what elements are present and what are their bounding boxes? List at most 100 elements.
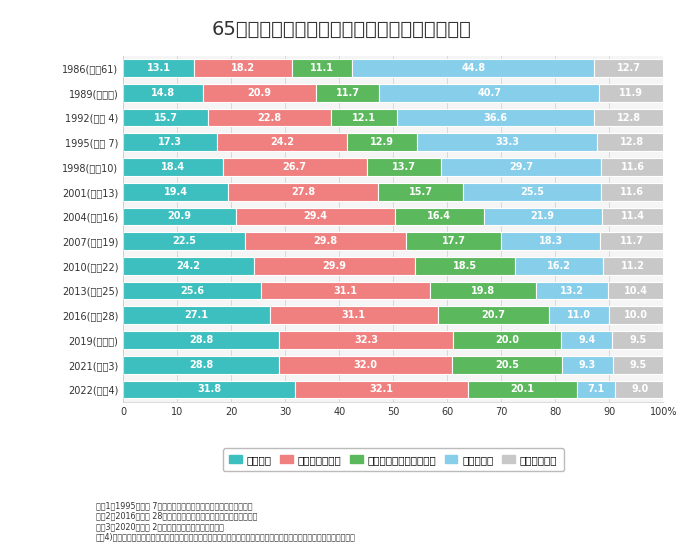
Bar — [397, 109, 594, 127]
Text: 11.9: 11.9 — [619, 88, 644, 98]
Text: 25.6: 25.6 — [181, 286, 205, 296]
Text: 13.1: 13.1 — [146, 63, 170, 73]
Text: 9.5: 9.5 — [630, 360, 647, 370]
Text: 11.7: 11.7 — [336, 88, 360, 98]
Text: 24.2: 24.2 — [270, 137, 294, 147]
Bar — [577, 381, 616, 398]
Text: 28.8: 28.8 — [189, 360, 213, 370]
Text: 注：1）1995（平成 7）年の数値は、兵庫県を除いたものである。
　　2）2016（平成 28）年の数値は、熊本県を除いたものである。
　　3）2020（令和: 注：1）1995（平成 7）年の数値は、兵庫県を除いたものである。 2）2016… — [96, 501, 356, 541]
Bar — [463, 183, 601, 201]
Bar — [603, 257, 663, 275]
Text: 11.6: 11.6 — [620, 162, 645, 172]
Text: 16.4: 16.4 — [428, 211, 451, 222]
Text: 36.6: 36.6 — [484, 113, 508, 123]
Bar — [612, 331, 663, 349]
Bar — [352, 59, 594, 77]
Text: 12.8: 12.8 — [617, 113, 641, 123]
Text: 10.4: 10.4 — [624, 286, 648, 296]
Bar — [123, 257, 254, 275]
Text: 32.1: 32.1 — [369, 384, 394, 395]
Text: 20.9: 20.9 — [168, 211, 192, 222]
Bar — [123, 84, 203, 102]
Text: 9.4: 9.4 — [578, 335, 595, 345]
Text: 29.8: 29.8 — [313, 236, 337, 246]
Text: 18.3: 18.3 — [539, 236, 563, 246]
Text: 29.7: 29.7 — [509, 162, 533, 172]
Bar — [123, 232, 245, 250]
Text: 33.3: 33.3 — [495, 137, 519, 147]
Bar — [123, 381, 295, 398]
Bar — [208, 109, 331, 127]
Bar — [123, 133, 217, 151]
Text: 11.2: 11.2 — [621, 261, 645, 271]
Bar — [599, 84, 663, 102]
Text: 22.5: 22.5 — [172, 236, 196, 246]
Bar — [601, 158, 664, 176]
Text: 20.1: 20.1 — [511, 384, 535, 395]
Text: 29.9: 29.9 — [323, 261, 347, 271]
Bar — [451, 356, 562, 374]
Bar — [245, 232, 406, 250]
Bar — [228, 183, 378, 201]
Bar — [594, 59, 663, 77]
Bar — [123, 59, 194, 77]
Bar — [609, 306, 663, 324]
Bar — [453, 331, 562, 349]
Bar — [123, 109, 208, 127]
Bar — [347, 133, 417, 151]
Text: 7.1: 7.1 — [588, 384, 605, 395]
Bar — [608, 282, 664, 300]
Text: 29.4: 29.4 — [304, 211, 328, 222]
Text: 17.3: 17.3 — [158, 137, 182, 147]
Bar — [415, 257, 516, 275]
Bar — [123, 356, 279, 374]
Bar — [194, 59, 292, 77]
Bar — [316, 84, 379, 102]
Bar — [406, 232, 501, 250]
Text: 18.5: 18.5 — [453, 261, 477, 271]
Text: 19.4: 19.4 — [163, 187, 187, 197]
Bar — [123, 158, 222, 176]
Text: 18.2: 18.2 — [231, 63, 255, 73]
Bar — [123, 282, 261, 300]
Bar — [536, 282, 608, 300]
Text: 31.1: 31.1 — [334, 286, 358, 296]
Bar — [549, 306, 609, 324]
Text: 28.8: 28.8 — [189, 335, 213, 345]
Text: 25.5: 25.5 — [520, 187, 544, 197]
Text: 17.7: 17.7 — [442, 236, 466, 246]
Bar — [516, 257, 603, 275]
Text: 44.8: 44.8 — [461, 63, 486, 73]
Text: 13.7: 13.7 — [392, 162, 416, 172]
Bar — [379, 84, 599, 102]
Text: 18.4: 18.4 — [161, 162, 185, 172]
Text: 24.2: 24.2 — [176, 261, 200, 271]
Text: 12.7: 12.7 — [617, 63, 641, 73]
Bar — [597, 133, 666, 151]
Bar — [279, 331, 453, 349]
Bar — [601, 232, 663, 250]
Text: 15.7: 15.7 — [153, 113, 178, 123]
Text: 31.8: 31.8 — [197, 384, 221, 395]
Bar — [602, 208, 663, 225]
Bar — [123, 208, 236, 225]
Text: 65歳以上の者のいる世帯の世帯構造の年次推移: 65歳以上の者のいる世帯の世帯構造の年次推移 — [212, 20, 472, 39]
Bar — [501, 232, 601, 250]
Bar — [430, 282, 536, 300]
Bar — [613, 356, 664, 374]
Bar — [279, 356, 451, 374]
Text: 40.7: 40.7 — [477, 88, 501, 98]
Text: 13.2: 13.2 — [560, 286, 584, 296]
Bar — [269, 306, 438, 324]
Text: 16.2: 16.2 — [547, 261, 571, 271]
Bar — [601, 183, 663, 201]
Text: 9.5: 9.5 — [629, 335, 646, 345]
Bar — [367, 158, 441, 176]
Text: 11.7: 11.7 — [620, 236, 644, 246]
Bar — [438, 306, 549, 324]
Bar — [236, 208, 395, 225]
Bar — [203, 84, 316, 102]
Bar — [441, 158, 601, 176]
Text: 9.0: 9.0 — [631, 384, 648, 395]
Bar — [123, 183, 228, 201]
